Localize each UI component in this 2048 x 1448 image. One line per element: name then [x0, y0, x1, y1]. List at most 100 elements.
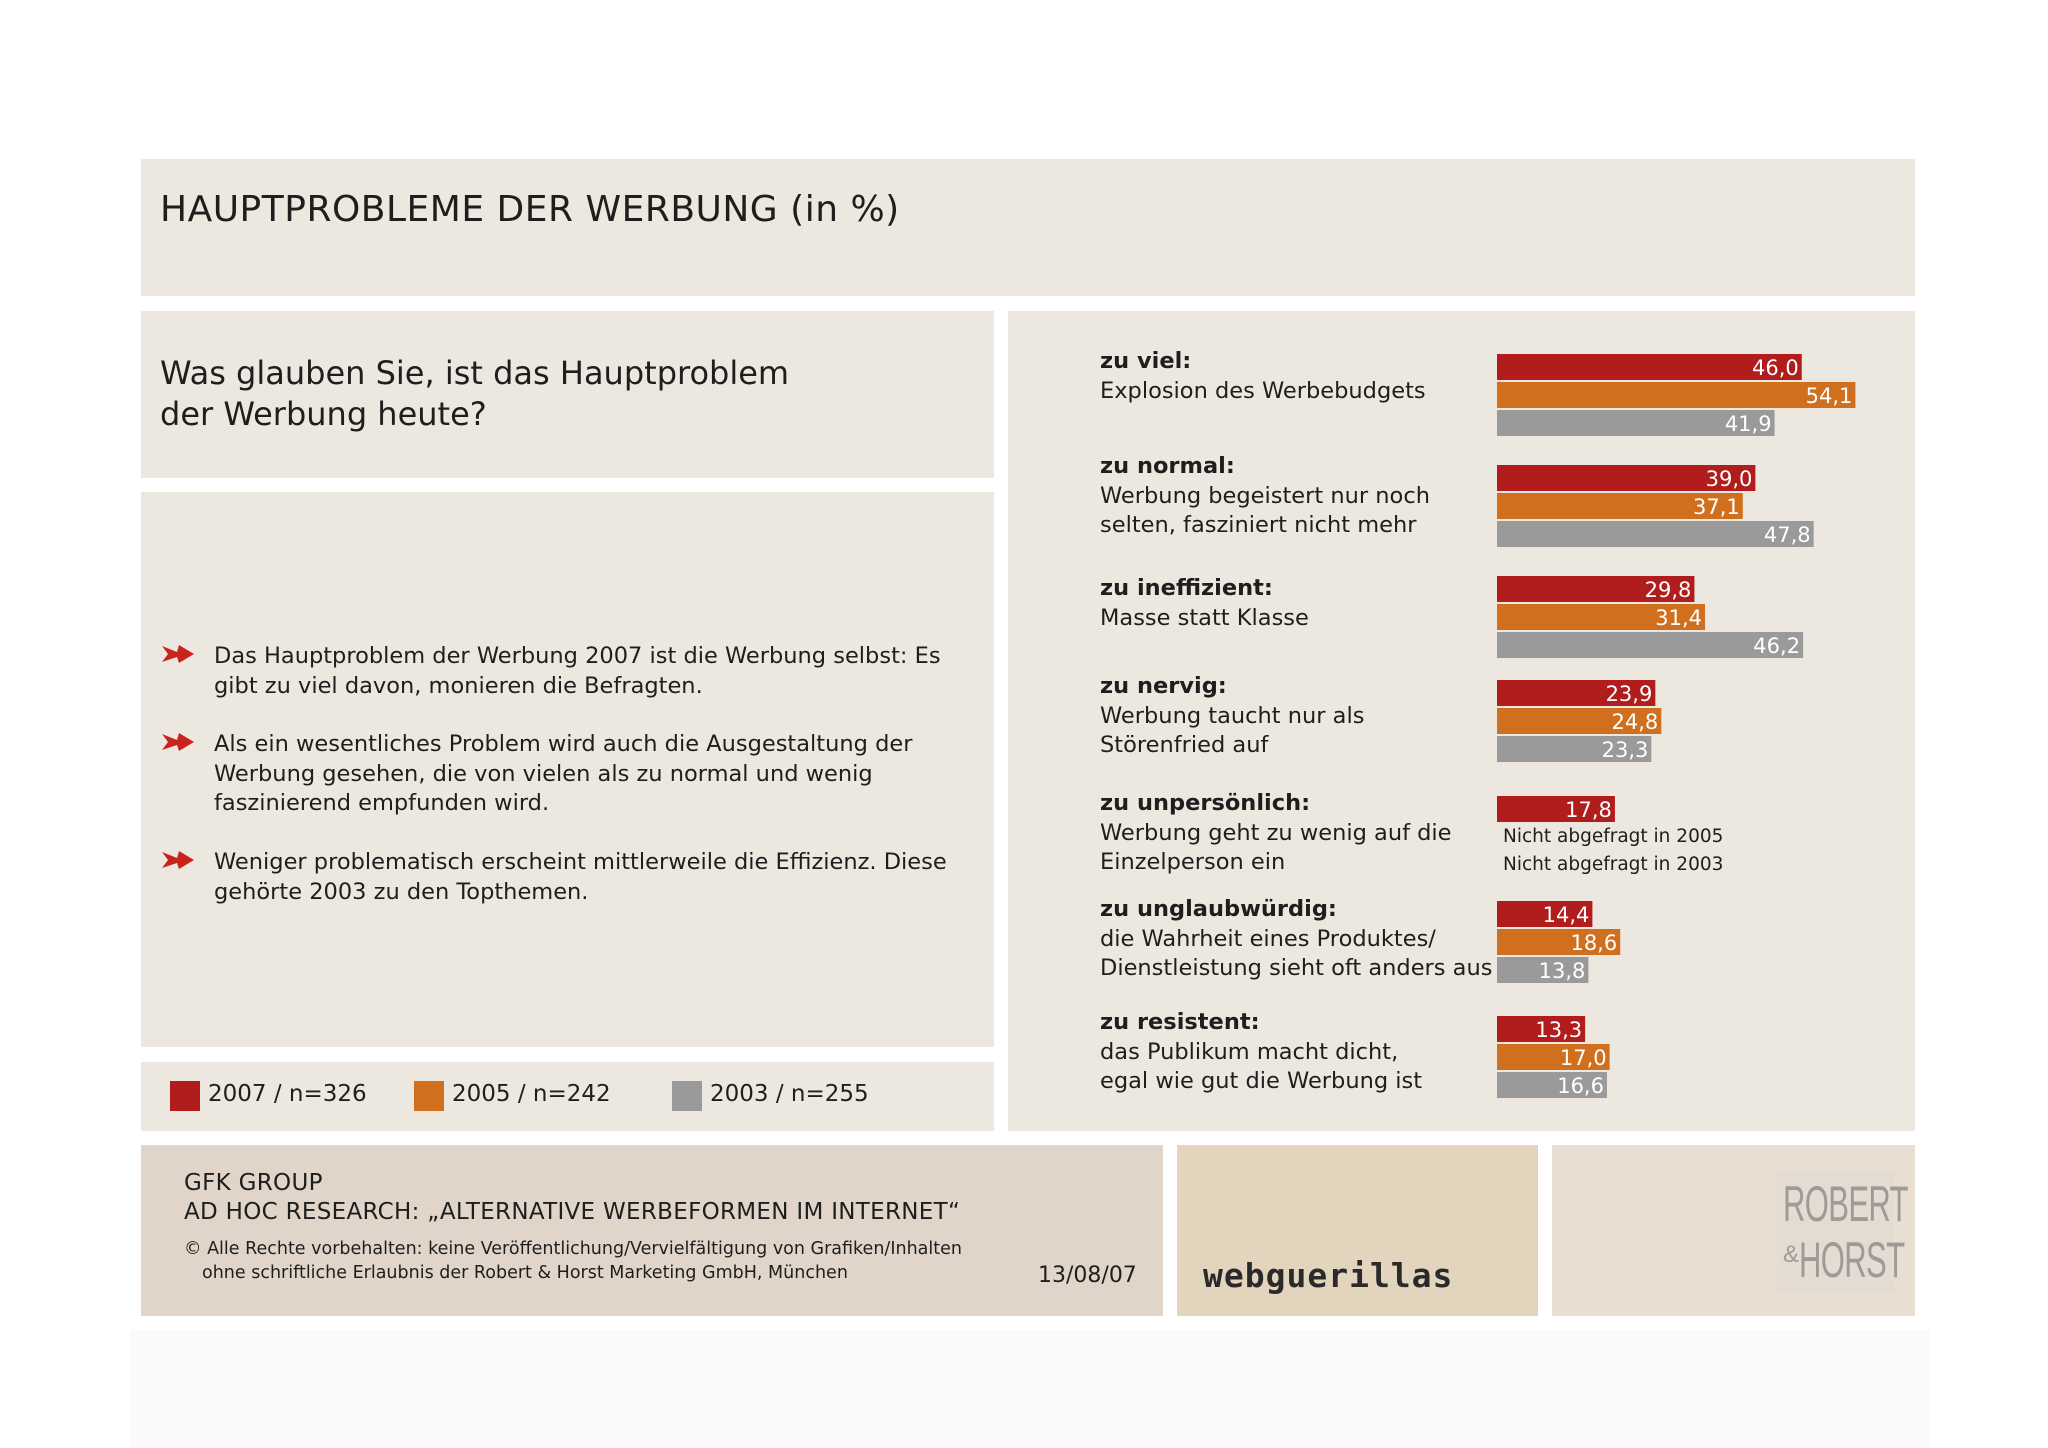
bar-value-label: 37,1 [1693, 495, 1740, 519]
bar-value-label: 29,8 [1645, 578, 1692, 602]
bar-value-label: 23,3 [1602, 738, 1649, 762]
bar-value-label: 47,8 [1764, 523, 1811, 547]
finding-text: Das Hauptproblem der Werbung 2007 ist di… [214, 643, 941, 699]
bar-value-label: 54,1 [1806, 384, 1853, 408]
bar-value-label: 23,9 [1606, 682, 1653, 706]
robert-horst-logo: ROBERT & HORST [1777, 1171, 1909, 1292]
webguerillas-logo: webguerillas [1203, 1256, 1454, 1295]
not-asked-2005-note: Nicht abgefragt in 2005 [1503, 826, 1724, 847]
logo-word-horst: HORST [1799, 1232, 1905, 1288]
category-description-line: egal wie gut die Werbung ist [1100, 1068, 1423, 1094]
category-head: zu nervig: [1100, 673, 1227, 699]
category-head: zu unpersönlich: [1100, 790, 1311, 816]
question-panel: Was glauben Sie, ist das Hauptproblem de… [141, 311, 994, 478]
red-arrow-icon [162, 733, 194, 751]
legend: 2007 / n=326 2005 / n=242 2003 / n=255 [141, 1062, 994, 1131]
survey-question-line1: Was glauben Sie, ist das Hauptproblem [160, 354, 790, 392]
bar-2007-cat-1 [1497, 465, 1756, 491]
category-head: zu viel: [1100, 348, 1192, 374]
category-head: zu unglaubwürdig: [1100, 896, 1337, 922]
bar-2003-cat-6 [1497, 1072, 1607, 1098]
category-label: zu unpersönlich: Werbung geht zu wenig au… [1100, 789, 1520, 878]
category-description-line: Einzelperson ein [1100, 849, 1286, 875]
page-title: HAUPTPROBLEME DER WERBUNG (in %) [160, 189, 900, 230]
bar-value-label: 24,8 [1612, 710, 1659, 734]
bar-value-label: 31,4 [1655, 606, 1702, 630]
bar-value-label: 13,8 [1539, 959, 1586, 983]
logo-word-robert: ROBERT [1783, 1176, 1909, 1232]
bar-value-label: 18,6 [1570, 931, 1617, 955]
finding-text: Als ein wesentliches Problem wird auch d… [214, 731, 913, 816]
bar-value-label: 39,0 [1706, 467, 1753, 491]
category-description-line: Werbung begeistert nur noch [1100, 482, 1430, 509]
bar-2005-cat-3 [1497, 708, 1662, 734]
category-label: zu ineffizient: Masse statt Klasse [1100, 574, 1520, 633]
bar-2007-cat-3 [1497, 680, 1656, 706]
report-date: 13/08/07 [1038, 1263, 1137, 1288]
logo-ampersand: & [1783, 1241, 1800, 1268]
bar-2003-cat-0 [1497, 410, 1775, 436]
category-description-line: Störenfried auf [1100, 732, 1269, 758]
bar-value-label: 17,8 [1565, 798, 1612, 822]
findings-panel: Das Hauptproblem der Werbung 2007 ist di… [141, 492, 994, 1047]
category-description-line: Explosion des Werbebudgets [1100, 377, 1426, 404]
title-panel: HAUPTPROBLEME DER WERBUNG (in %) [141, 159, 1915, 296]
bar-2003-cat-3 [1497, 736, 1652, 762]
bar-value-label: 46,2 [1753, 634, 1800, 658]
category-label: zu nervig: Werbung taucht nur als Störenfr… [1100, 672, 1520, 761]
category-description-line: Masse statt Klasse [1100, 604, 1309, 631]
bar-2005-cat-2 [1497, 604, 1706, 630]
page-bottom-band [130, 1330, 1930, 1448]
bar-value-label: 46,0 [1752, 356, 1799, 380]
category-description-line: das Publikum macht dicht, [1100, 1038, 1399, 1065]
bar-value-label: 14,4 [1543, 903, 1590, 927]
bar-value-label: 13,3 [1535, 1018, 1582, 1042]
legend-label: 2005 / n=242 [452, 1081, 611, 1107]
bar-value-label: 16,6 [1557, 1074, 1604, 1098]
copyright-line1: © Alle Rechte vorbehalten: keine Veröffe… [184, 1239, 962, 1259]
category-description-line: Dienstleistung sieht oft anders aus [1100, 955, 1493, 981]
bar-2007-cat-0 [1497, 354, 1802, 380]
not-asked-2003-note: Nicht abgefragt in 2003 [1503, 854, 1724, 875]
copyright-line2: ohne schriftliche Erlaubnis der Robert &… [202, 1263, 848, 1283]
category-description-line: selten, fasziniert nicht mehr [1100, 512, 1417, 538]
survey-question: Was glauben Sie, ist das Hauptproblem de… [160, 353, 789, 435]
bar-chart-svg: 46,0 54,1 41,9 39,0 37,1 47,8 29,8 31,4 46,2 23,9… [1497, 354, 1856, 1098]
category-label: zu unglaubwürdig: die Wahrheit eines Prod… [1100, 895, 1520, 984]
bar-2005-cat-0 [1497, 382, 1856, 408]
legend-swatch [672, 1081, 702, 1111]
category-head: zu normal: [1100, 453, 1235, 479]
red-arrow-icon [162, 645, 194, 663]
bar-chart: 46,0 54,1 41,9 39,0 37,1 47,8 29,8 31,4 46,2 23,9… [1008, 311, 1915, 1131]
category-label: zu viel: Explosion des Werbebudgets [1100, 347, 1520, 406]
bar-2007-cat-4 [1497, 796, 1615, 822]
source-company: GFK GROUP [184, 1170, 323, 1196]
category-head: zu resistent: [1100, 1009, 1260, 1035]
category-head: zu ineffizient: [1100, 575, 1273, 601]
webguerillas-logo-panel: webguerillas [1177, 1145, 1538, 1316]
bar-2007-cat-6 [1497, 1016, 1586, 1042]
bar-2005-cat-5 [1497, 929, 1621, 955]
legend-swatch [414, 1081, 444, 1111]
category-label: zu normal: Werbung begeistert nur noch sel… [1100, 452, 1520, 541]
red-arrow-icon [162, 851, 194, 869]
bar-2003-cat-1 [1497, 521, 1814, 547]
category-description-line: Werbung geht zu wenig auf die [1100, 819, 1452, 846]
finding-text: Weniger problematisch erscheint mittlerw… [214, 849, 947, 905]
bar-value-label: 41,9 [1725, 412, 1772, 436]
robert-horst-logo-panel: ROBERT & HORST [1552, 1145, 1915, 1316]
category-label: zu resistent: das Publikum macht dicht, eg… [1100, 1008, 1520, 1097]
bar-2003-cat-2 [1497, 632, 1804, 658]
bar-2005-cat-6 [1497, 1044, 1610, 1070]
bar-2007-cat-2 [1497, 576, 1695, 602]
legend-label: 2003 / n=255 [710, 1081, 869, 1107]
bar-value-label: 17,0 [1560, 1046, 1607, 1070]
source-study: AD HOC RESEARCH: „ALTERNATIVE WERBEFORME… [184, 1199, 961, 1225]
bar-2003-cat-5 [1497, 957, 1589, 983]
survey-question-line2: der Werbung heute? [160, 395, 487, 433]
legend-swatch [170, 1081, 200, 1111]
category-description-line: die Wahrheit eines Produktes/ [1100, 925, 1436, 952]
category-description-line: Werbung taucht nur als [1100, 702, 1365, 729]
source-panel: GFK GROUP AD HOC RESEARCH: „ALTERNATIVE … [141, 1145, 1163, 1316]
bar-2007-cat-5 [1497, 901, 1593, 927]
